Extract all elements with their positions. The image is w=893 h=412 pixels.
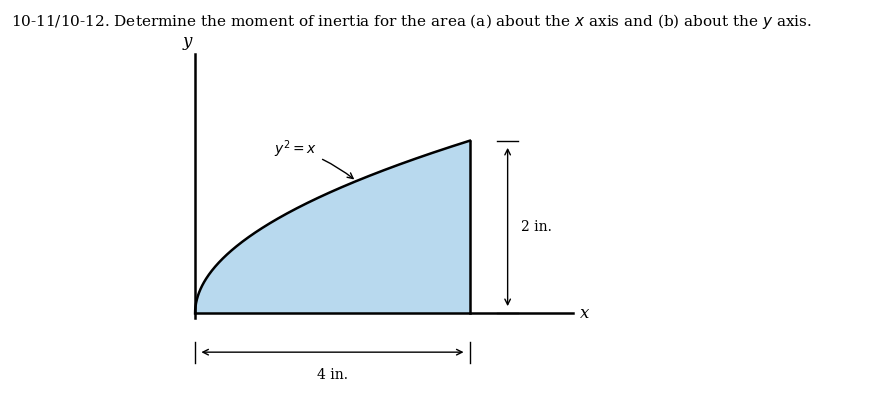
Polygon shape [195, 140, 470, 313]
Text: 2 in.: 2 in. [522, 220, 552, 234]
Text: 4 in.: 4 in. [317, 368, 348, 382]
Text: x: x [580, 305, 589, 322]
Text: $y^2 = x$: $y^2 = x$ [274, 138, 353, 178]
Text: 10-11/10-12. Determine the moment of inertia for the area (a) about the $x$ axis: 10-11/10-12. Determine the moment of ine… [11, 12, 812, 31]
Text: y: y [182, 33, 191, 50]
